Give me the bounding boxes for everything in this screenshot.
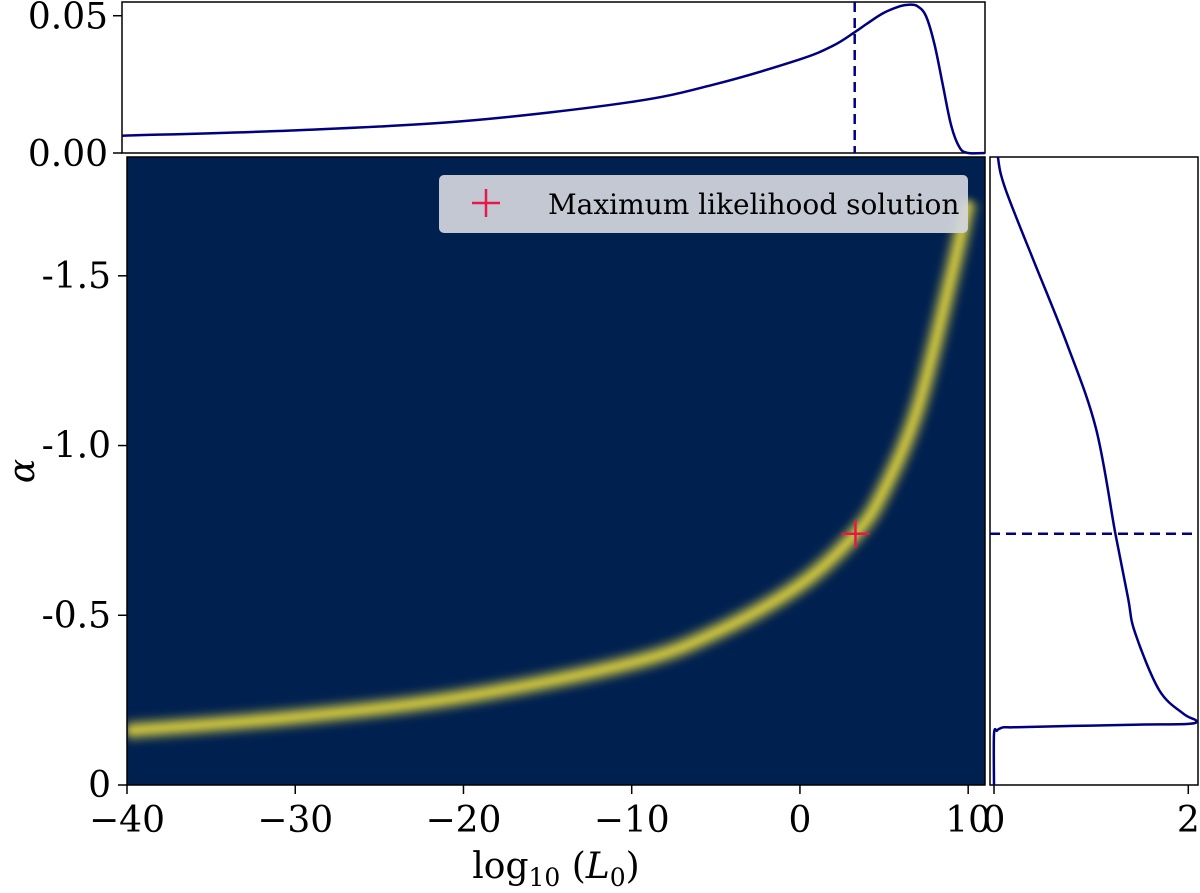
x-tick-label: 10 xyxy=(945,800,991,841)
y-tick-label: -0.5 xyxy=(42,595,111,636)
top-y-tick-label: 0.05 xyxy=(28,0,108,38)
right-marginal-curve xyxy=(992,156,1198,786)
y-axis-label: α xyxy=(2,459,43,483)
right-x-tick-label: 0 xyxy=(983,800,1006,841)
joint-panel: Maximum likelihood solution −40 −30 −20 −10… xyxy=(2,156,991,892)
top-marginal-panel: 0.00 0.05 xyxy=(28,0,986,175)
heatmap-ridge xyxy=(127,200,973,735)
legend-marker-icon xyxy=(472,189,500,217)
top-y-tick-label: 0.00 xyxy=(28,134,108,175)
x-tick-label: −10 xyxy=(594,800,670,841)
x-tick-label: 0 xyxy=(788,800,811,841)
y-tick-label: 0 xyxy=(88,765,111,806)
top-marginal-y-ticks: 0.00 0.05 xyxy=(28,0,122,175)
x-axis-ticks: −40 −30 −20 −10 0 10 xyxy=(89,785,991,841)
y-tick-label: -1.5 xyxy=(42,256,111,297)
x-tick-label: −30 xyxy=(257,800,333,841)
x-tick-label: −20 xyxy=(425,800,501,841)
legend-box xyxy=(439,175,968,233)
ml-marker xyxy=(841,519,870,548)
y-tick-label: -1.0 xyxy=(42,426,111,467)
heatmap-ridge-group xyxy=(127,198,979,742)
joint-frame xyxy=(126,156,986,786)
legend-entry-label: Maximum likelihood solution xyxy=(548,188,959,221)
marker-layer xyxy=(841,519,870,548)
x-tick-label: −40 xyxy=(89,800,165,841)
right-marginal-frame xyxy=(989,156,1199,786)
top-marginal-frame xyxy=(121,1,986,154)
top-marginal-curve xyxy=(121,3,986,155)
x-axis-label: log10 (L0) xyxy=(472,846,639,892)
right-x-tick-label: 2 xyxy=(1177,800,1200,841)
y-axis-ticks: 0 -0.5 -1.0 -1.5 xyxy=(42,256,127,806)
legend: Maximum likelihood solution xyxy=(439,175,968,233)
